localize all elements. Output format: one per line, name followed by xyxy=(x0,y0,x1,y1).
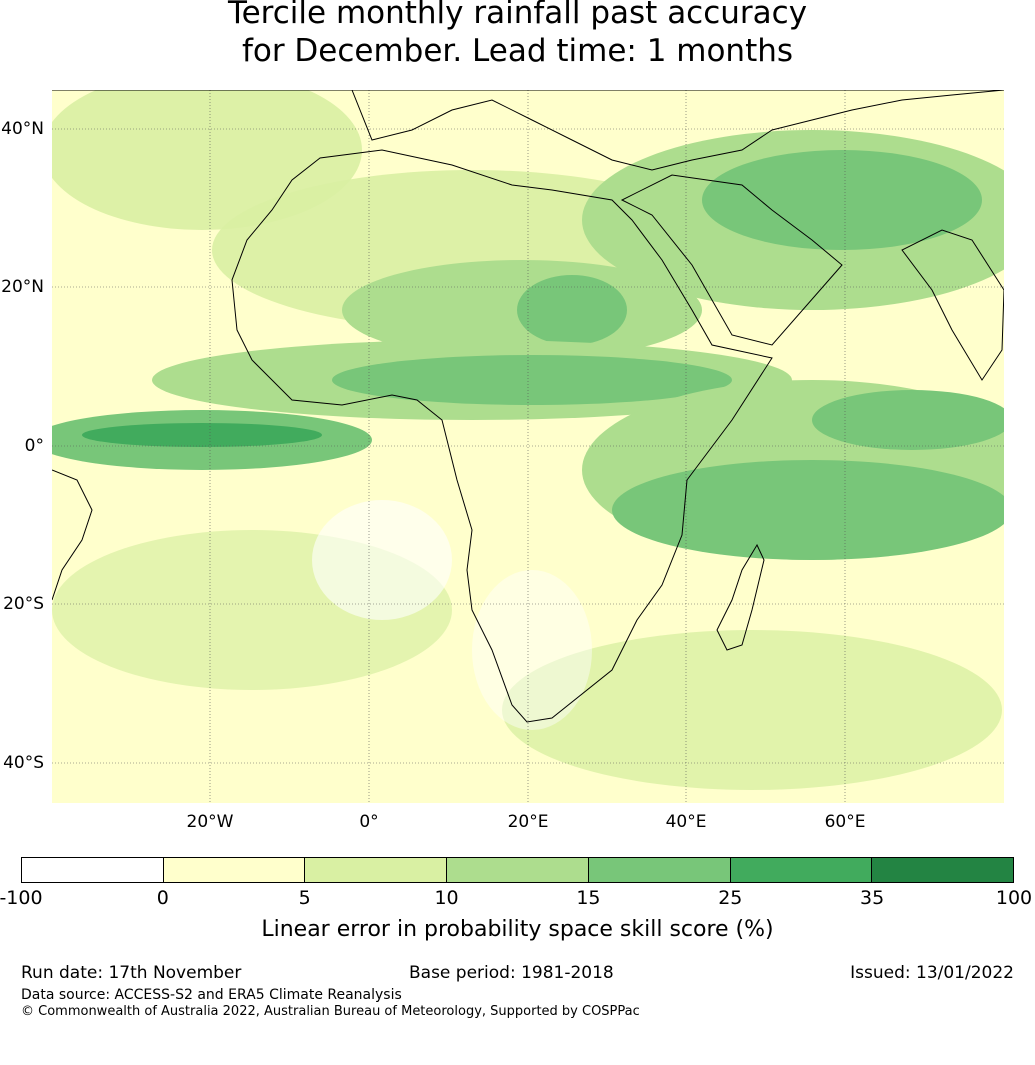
colorbar-tick-label: 35 xyxy=(860,887,885,909)
lon-tick-20w: 20°W xyxy=(186,812,234,832)
skill-map xyxy=(52,90,1004,803)
madagascar-coastline xyxy=(716,543,765,651)
africa-coastline xyxy=(231,149,773,723)
skill-map-canvas xyxy=(52,90,1004,803)
colorbar-tick-label: 100 xyxy=(995,887,1033,909)
data-source: Data source: ACCESS-S2 and ERA5 Climate … xyxy=(21,987,402,1003)
base-period: Base period: 1981-2018 xyxy=(409,963,614,983)
copyright: © Commonwealth of Australia 2022, Austra… xyxy=(21,1004,640,1019)
south-america-coastline xyxy=(52,469,93,601)
colorbar-segment xyxy=(447,858,589,882)
colorbar-tick-label: 10 xyxy=(434,887,459,909)
colorbar-tick-label: -100 xyxy=(0,887,43,909)
skill-field xyxy=(52,90,1004,790)
graticule xyxy=(52,90,1004,803)
europe-coastline xyxy=(52,90,1004,171)
lon-tick-60e: 60°E xyxy=(824,812,866,832)
lon-tick-0: 0° xyxy=(359,812,379,832)
lat-tick-0: 0° xyxy=(24,436,44,456)
colorbar-segment xyxy=(730,858,873,882)
title-line-1: Tercile monthly rainfall past accuracy xyxy=(227,0,808,31)
india-coastline xyxy=(901,229,1004,381)
colorbar-tick-label: 25 xyxy=(718,887,743,909)
issued-date: Issued: 13/01/2022 xyxy=(850,963,1014,983)
lat-tick-40s: 40°S xyxy=(3,753,44,773)
colorbar xyxy=(21,857,1014,883)
map-title: Tercile monthly rainfall past accuracy f… xyxy=(0,0,1035,70)
colorbar-tick-label: 0 xyxy=(156,887,169,909)
colorbar-segment xyxy=(22,858,164,882)
colorbar-label: Linear error in probability space skill … xyxy=(261,917,774,942)
colorbar-segment xyxy=(872,858,1014,882)
colorbar-segment xyxy=(588,858,731,882)
lon-tick-20e: 20°E xyxy=(507,812,549,832)
arabia-coastline xyxy=(620,174,843,346)
colorbar-segment xyxy=(305,858,448,882)
coastlines xyxy=(52,90,1004,723)
title-line-2: for December. Lead time: 1 months xyxy=(241,33,794,69)
colorbar-tick-label: 15 xyxy=(576,887,601,909)
lat-tick-20s: 20°S xyxy=(3,594,44,614)
colorbar-segment xyxy=(163,858,306,882)
run-date: Run date: 17th November xyxy=(21,963,242,983)
lat-tick-40n: 40°N xyxy=(1,119,44,139)
lat-tick-20n: 20°N xyxy=(1,277,44,297)
lon-tick-40e: 40°E xyxy=(665,812,707,832)
colorbar-tick-label: 5 xyxy=(298,887,311,909)
